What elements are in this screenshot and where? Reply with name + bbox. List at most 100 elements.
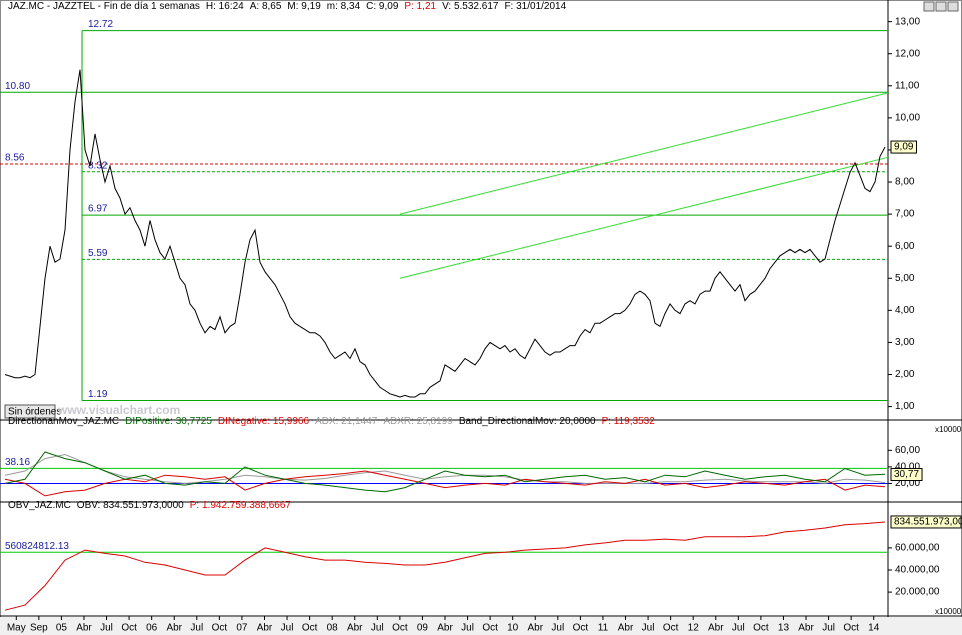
x-tick-label: Abr bbox=[347, 623, 363, 634]
x-tick-label: Oct bbox=[121, 623, 137, 634]
y-tick-label: 5,00 bbox=[895, 273, 915, 284]
level-label: 1.19 bbox=[88, 389, 108, 400]
x-tick-label: Abr bbox=[76, 623, 92, 634]
x-tick-label: May bbox=[7, 623, 26, 634]
title-item: Band_DirectionalMov: 20,0000 bbox=[459, 416, 596, 427]
series-line bbox=[4, 521, 886, 611]
y-tick-label: 40,00 bbox=[895, 462, 920, 473]
x-tick-label: Jul bbox=[281, 623, 294, 634]
x-tick-label: Abr bbox=[618, 623, 634, 634]
x-tick-label: Jul bbox=[461, 623, 474, 634]
title-item: F: 31/01/2014 bbox=[504, 1, 566, 12]
x-tick-label: Jul bbox=[100, 623, 113, 634]
x-tick-label: 07 bbox=[236, 623, 248, 634]
button-label[interactable]: Sin órdenes bbox=[8, 407, 61, 418]
panel-title: JAZ.MC - JAZZTEL - Fin de día 1 semanas H… bbox=[8, 1, 567, 12]
title-item: OBV_JAZ.MC bbox=[8, 500, 71, 511]
y-tick-label: 20,00 bbox=[895, 478, 920, 489]
watermark: www.visualchart.com bbox=[57, 403, 180, 417]
window-buttons[interactable] bbox=[923, 1, 959, 12]
x-tick-label: Oct bbox=[753, 623, 769, 634]
title-item: ADX: 21,1447 bbox=[315, 416, 378, 427]
x-tick-label: Oct bbox=[663, 623, 679, 634]
title-item: P: 1,21 bbox=[404, 1, 436, 12]
title-item: DirectionanMov_JAZ.MC bbox=[8, 416, 119, 427]
series-line bbox=[4, 453, 886, 484]
title-item: M: 9,19 bbox=[287, 1, 321, 12]
y-tick-label: 20.000,00 bbox=[895, 587, 940, 598]
axis-note: x10000 bbox=[935, 425, 962, 434]
x-tick-label: 05 bbox=[56, 623, 68, 634]
x-tick-label: Abr bbox=[708, 623, 724, 634]
x-tick-label: Oct bbox=[843, 623, 859, 634]
title-item: DINegative: 15,9966 bbox=[218, 416, 310, 427]
title-item: DIPositive: 30,7725 bbox=[125, 416, 212, 427]
x-tick-label: 11 bbox=[598, 623, 609, 634]
x-tick-label: 08 bbox=[327, 623, 339, 634]
panel-title: DirectionanMov_JAZ.MC DIPositive: 30,7725… bbox=[8, 416, 655, 427]
y-tick-label: 2,00 bbox=[895, 369, 915, 380]
y-tick-label: 40.000,00 bbox=[895, 565, 940, 576]
x-tick-label: Sep bbox=[30, 623, 48, 634]
button[interactable] bbox=[947, 1, 959, 12]
title-item: C: 9,09 bbox=[366, 1, 399, 12]
x-tick-label: Oct bbox=[392, 623, 408, 634]
x-tick-label: Abr bbox=[527, 623, 543, 634]
title-item: m: 8,34 bbox=[327, 1, 361, 12]
x-tick-label: Jul bbox=[551, 623, 564, 634]
y-tick-label: 60,00 bbox=[895, 445, 920, 456]
x-tick-label: Abr bbox=[437, 623, 453, 634]
y-tick-label: 7,00 bbox=[895, 209, 915, 220]
level-label: 38.16 bbox=[5, 457, 30, 468]
current-value-label: 834.551.973,00 bbox=[894, 517, 962, 528]
x-tick-label: 13 bbox=[778, 623, 790, 634]
y-tick-label: 8,00 bbox=[895, 177, 915, 188]
x-tick-label: 09 bbox=[417, 623, 429, 634]
title-item: OBV: 834.551.973,0000 bbox=[77, 500, 184, 511]
title-item: P: 1.942.759.388,6667 bbox=[190, 500, 292, 511]
x-tick-label: Oct bbox=[302, 623, 318, 634]
series-line bbox=[4, 451, 886, 493]
x-tick-label: Abr bbox=[257, 623, 273, 634]
x-tick-label: Oct bbox=[573, 623, 589, 634]
title-item: H: 16:24 bbox=[206, 1, 244, 12]
button[interactable] bbox=[923, 1, 935, 12]
x-tick-label: Jul bbox=[190, 623, 203, 634]
level-label: 560824812.13 bbox=[5, 541, 69, 552]
current-value-box bbox=[890, 468, 923, 482]
x-tick-label: Abr bbox=[798, 623, 814, 634]
x-tick-label: Jul bbox=[732, 623, 745, 634]
x-tick-label: 12 bbox=[688, 623, 700, 634]
title-item: A: 8,65 bbox=[250, 1, 282, 12]
x-tick-label: Jul bbox=[642, 623, 655, 634]
level-label: 8.32 bbox=[88, 160, 108, 171]
y-tick-label: 4,00 bbox=[895, 305, 915, 316]
button[interactable] bbox=[4, 404, 56, 419]
current-value-label: 30,77 bbox=[894, 469, 919, 480]
title-item: P: 119,3532 bbox=[602, 416, 656, 427]
y-tick-label: 6,00 bbox=[895, 241, 915, 252]
x-tick-label: Jul bbox=[371, 623, 384, 634]
button[interactable] bbox=[935, 1, 947, 12]
title-item: JAZ.MC - JAZZTEL - Fin de día 1 semanas bbox=[8, 1, 200, 12]
level-label: 10.80 bbox=[5, 81, 30, 92]
level-label: 6.97 bbox=[88, 204, 108, 215]
current-value-label: 9,09 bbox=[894, 142, 914, 153]
x-axis-band bbox=[0, 617, 962, 635]
title-item: ADXR: 25,8199 bbox=[383, 416, 453, 427]
axis-note: x10000 bbox=[935, 607, 962, 616]
title-item: V: 5.532.617 bbox=[442, 1, 499, 12]
panel-title: OBV_JAZ.MC OBV: 834.551.973,0000 P: 1.942.… bbox=[8, 500, 291, 511]
series-line bbox=[4, 69, 886, 398]
y-tick-label: 1,00 bbox=[895, 401, 915, 412]
trend-line bbox=[399, 92, 889, 215]
y-tick-label: 60.000,00 bbox=[895, 543, 940, 554]
level-label: 8.56 bbox=[5, 153, 25, 164]
level-label: 12.72 bbox=[88, 19, 113, 30]
y-tick-label: 11,00 bbox=[895, 80, 920, 91]
trend-line bbox=[399, 156, 889, 279]
current-value-box bbox=[890, 140, 917, 154]
y-tick-label: 10,00 bbox=[895, 113, 920, 124]
